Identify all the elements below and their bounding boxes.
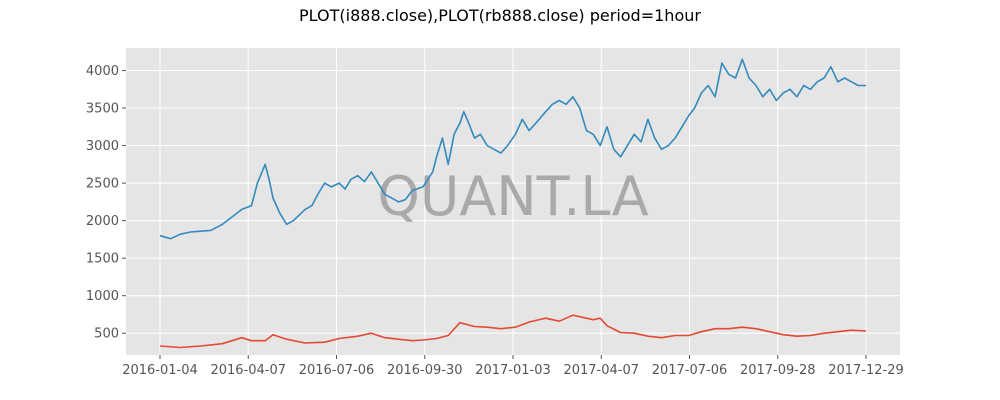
x-tick-label: 2017-04-07 (563, 363, 639, 378)
y-tick-label: 1000 (86, 289, 119, 304)
x-tick-label: 2017-01-03 (475, 363, 551, 378)
x-tick-label: 2016-09-30 (387, 363, 463, 378)
y-tick-label: 3000 (86, 139, 119, 154)
x-tick-label: 2017-07-06 (652, 363, 728, 378)
watermark-text: QUANT.LA (377, 165, 648, 228)
y-tick-label: 1500 (86, 252, 119, 267)
x-tick-label: 2017-12-29 (828, 363, 904, 378)
series-line-1 (159, 314, 867, 349)
y-tick-label: 4000 (86, 64, 119, 79)
x-tick-label: 2017-09-28 (740, 363, 816, 378)
chart-title: PLOT(i888.close),PLOT(rb888.close) perio… (299, 6, 701, 25)
y-tick-label: 500 (94, 327, 119, 342)
x-tick-label: 2016-04-07 (210, 363, 286, 378)
series-line-0 (159, 58, 866, 240)
y-tick-label: 2000 (86, 214, 119, 229)
y-tick-label: 2500 (86, 177, 119, 192)
y-tick-label: 3500 (86, 102, 119, 117)
x-tick-label: 2016-01-04 (122, 363, 198, 378)
x-tick-label: 2016-07-06 (299, 363, 375, 378)
